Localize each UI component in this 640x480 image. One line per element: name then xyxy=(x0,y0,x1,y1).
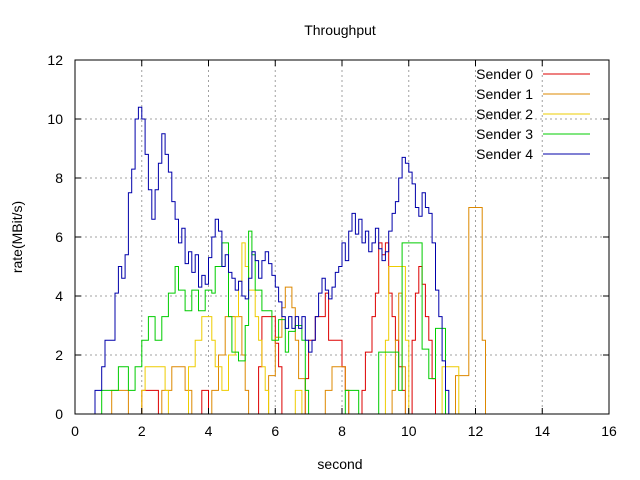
y-axis-label: rate(MBit/s) xyxy=(9,201,25,273)
legend-label: Sender 4 xyxy=(476,146,533,162)
legend-label: Sender 0 xyxy=(476,66,533,82)
x-tick-label: 16 xyxy=(601,423,617,439)
series-line-sender-4 xyxy=(91,106,450,415)
y-tick-label: 8 xyxy=(55,170,63,186)
x-tick-label: 10 xyxy=(401,423,417,439)
x-tick-label: 12 xyxy=(468,423,484,439)
y-tick-label: 10 xyxy=(47,111,63,127)
chart-title: Throughput xyxy=(304,22,376,38)
legend-label: Sender 1 xyxy=(476,86,533,102)
x-tick-label: 14 xyxy=(534,423,550,439)
x-tick-label: 2 xyxy=(138,423,146,439)
legend-label: Sender 2 xyxy=(476,106,533,122)
x-axis-label: second xyxy=(317,456,362,472)
x-tick-label: 8 xyxy=(338,423,346,439)
x-tick-label: 6 xyxy=(271,423,279,439)
legend-label: Sender 3 xyxy=(476,126,533,142)
series-line-sender-3 xyxy=(98,230,446,415)
y-tick-label: 6 xyxy=(55,229,63,245)
y-tick-label: 12 xyxy=(47,52,63,68)
axis-ticks: 0 2 4 6 8 10 12 14 16 0 2 4 6 8 10 12 xyxy=(47,52,617,439)
y-tick-label: 0 xyxy=(55,406,63,422)
series-lines xyxy=(91,106,486,415)
x-tick-label: 4 xyxy=(205,423,213,439)
x-tick-label: 0 xyxy=(71,423,79,439)
legend: Sender 0 Sender 1 Sender 2 Sender 3 Sender 4 xyxy=(476,66,590,162)
y-tick-label: 4 xyxy=(55,288,63,304)
y-tick-label: 2 xyxy=(55,347,63,363)
